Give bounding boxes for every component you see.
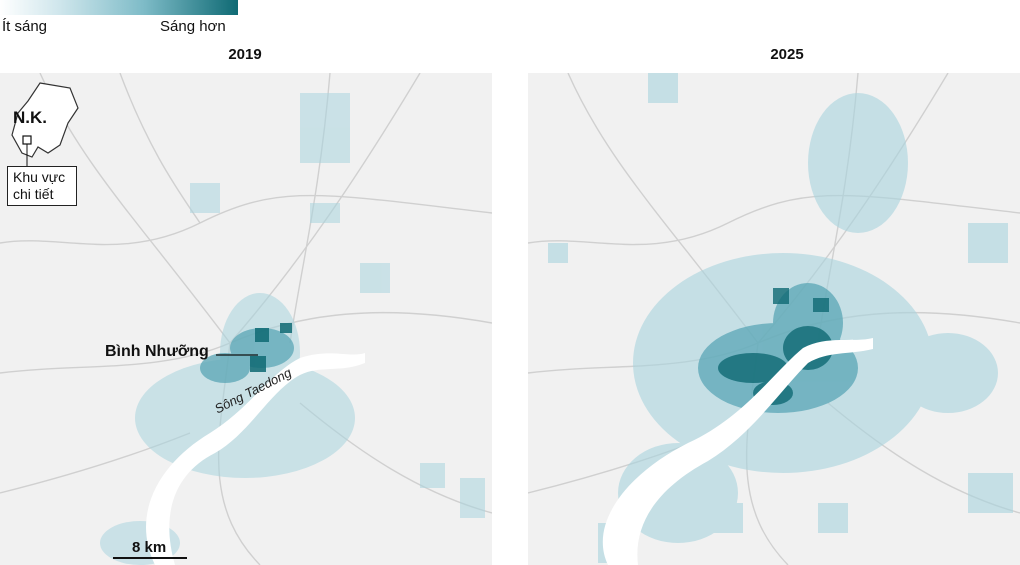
locator-inset: [11, 82, 79, 167]
panel-title-2025: 2025: [770, 46, 804, 63]
country-label: N.K.: [13, 108, 47, 127]
river-taedong: [146, 353, 365, 565]
legend-gradient-bar: [0, 0, 238, 15]
mid-glow: [200, 328, 294, 383]
legend-high-label: Sáng hơn: [160, 18, 226, 35]
detail-area-label-line2: chi tiết: [13, 186, 54, 202]
detail-area-label: Khu vực chi tiết: [7, 166, 77, 206]
map-panel-2025: [528, 73, 1020, 565]
bright-core: [250, 323, 292, 372]
panel-title-2019: 2019: [228, 46, 262, 63]
river-taedong: [602, 338, 873, 565]
detail-area-label-line1: Khu vực: [13, 169, 66, 185]
legend-low-label: Ít sáng: [2, 18, 48, 35]
scale-label: 8 km: [132, 539, 167, 556]
city-label-pyongyang: Bình Nhưỡng: [105, 343, 209, 360]
map-2019-svg: [0, 73, 492, 565]
scale-bar: [113, 557, 187, 559]
map-panel-2019: [0, 73, 492, 565]
map-2025-svg: [528, 73, 1020, 565]
